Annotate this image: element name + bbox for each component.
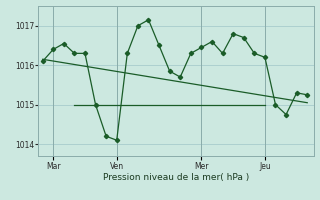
X-axis label: Pression niveau de la mer( hPa ): Pression niveau de la mer( hPa ) <box>103 173 249 182</box>
